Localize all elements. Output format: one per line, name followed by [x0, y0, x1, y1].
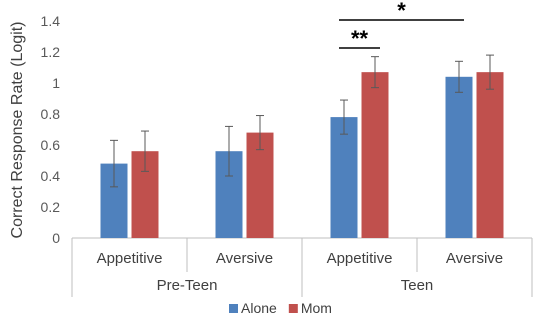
error-bar — [486, 54, 494, 90]
group-label: Teen — [401, 277, 434, 294]
legend-swatch-alone — [229, 304, 238, 313]
axis-layer: 0 0.2 0.4 0.6 0.8 1 1.2 1.4 — [41, 13, 533, 297]
category-label: Aversive — [216, 250, 273, 267]
bar-mom — [361, 72, 389, 239]
legend-swatch-mom — [288, 304, 298, 313]
y-tick-label: 1.2 — [41, 44, 61, 60]
error-bar — [371, 56, 379, 89]
y-tick-label: 1 — [52, 75, 60, 91]
labels-layer: Appetitive Aversive Appetitive Aversive Pre-… — [97, 250, 504, 294]
significance-marker: * — [397, 0, 406, 23]
bar-alone — [330, 117, 358, 238]
y-tick-label: 1.4 — [41, 13, 61, 29]
y-tick-label: 0.2 — [41, 199, 61, 215]
legend-entry-mom: Mom — [301, 300, 332, 316]
bar-mom — [476, 72, 504, 239]
legend-entry-alone: Alone — [241, 300, 277, 316]
y-tick-label: 0.4 — [41, 168, 61, 184]
error-bar — [340, 99, 348, 135]
significance-marker: ** — [351, 26, 369, 51]
category-label: Appetitive — [327, 250, 393, 267]
y-tick-label: 0 — [52, 230, 60, 246]
y-tick-label: 0.6 — [41, 137, 61, 153]
error-bar — [455, 60, 463, 93]
y-axis-title: Correct Response Rate (Logit) — [9, 22, 26, 239]
significance-layer: *** — [339, 0, 464, 51]
category-label: Appetitive — [97, 250, 163, 267]
group-label: Pre-Teen — [157, 277, 218, 294]
bar-alone — [445, 76, 473, 238]
error-bar — [110, 139, 118, 188]
category-label: Aversive — [446, 250, 503, 267]
error-bar — [256, 115, 264, 151]
legend: Alone Mom — [229, 300, 332, 316]
error-bar — [225, 125, 233, 177]
bar-mom — [246, 132, 274, 238]
error-bar — [141, 130, 149, 172]
y-tick-label: 0.8 — [41, 106, 61, 122]
bars-layer — [100, 54, 504, 239]
